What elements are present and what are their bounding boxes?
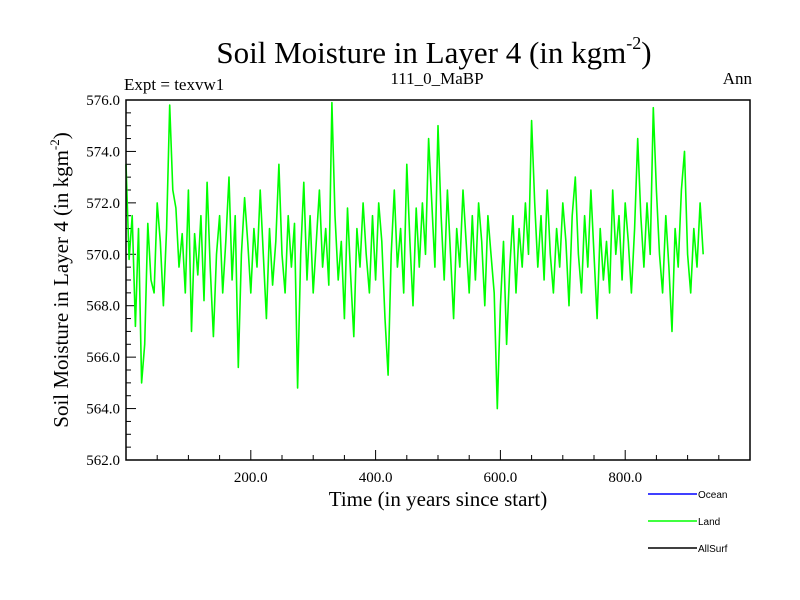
y-tick-label: 572.0 <box>86 196 120 212</box>
x-axis-label: Time (in years since start) <box>329 487 548 511</box>
x-tick-label: 200.0 <box>234 470 268 486</box>
y-axis-label: Soil Moisture in Layer 4 (in kgm-2) <box>47 132 73 427</box>
legend-label-land: Land <box>698 517 720 528</box>
plot-frame <box>125 99 751 461</box>
subtitle-right: Ann <box>723 69 753 88</box>
y-tick-label: 574.0 <box>86 144 120 160</box>
x-tick-label: 600.0 <box>484 470 518 486</box>
legend-label-ocean: Ocean <box>698 490 727 501</box>
y-tick-label: 568.0 <box>86 299 120 315</box>
legend: Ocean Land AllSurf <box>648 490 728 555</box>
subtitle-left: Expt = texvw1 <box>124 75 224 94</box>
y-tick-label: 576.0 <box>86 93 120 109</box>
x-tick-label: 400.0 <box>359 470 393 486</box>
y-tick-label: 562.0 <box>86 453 120 469</box>
x-tick-label: 800.0 <box>608 470 642 486</box>
y-tick-label: 566.0 <box>86 350 120 366</box>
y-tick-label: 570.0 <box>86 247 120 263</box>
y-tick-label: 564.0 <box>86 402 120 418</box>
series-layer <box>125 101 704 410</box>
series-line-land <box>125 101 704 410</box>
legend-label-allsurf: AllSurf <box>698 544 728 555</box>
subtitle-center: 111_0_MaBP <box>390 69 483 88</box>
tick-labels: 562.0 564.0 566.0 568.0 570.0 572.0 574.0 576.0… <box>86 93 642 486</box>
chart-title: Soil Moisture in Layer 4 (in kgm-2) <box>216 33 651 70</box>
